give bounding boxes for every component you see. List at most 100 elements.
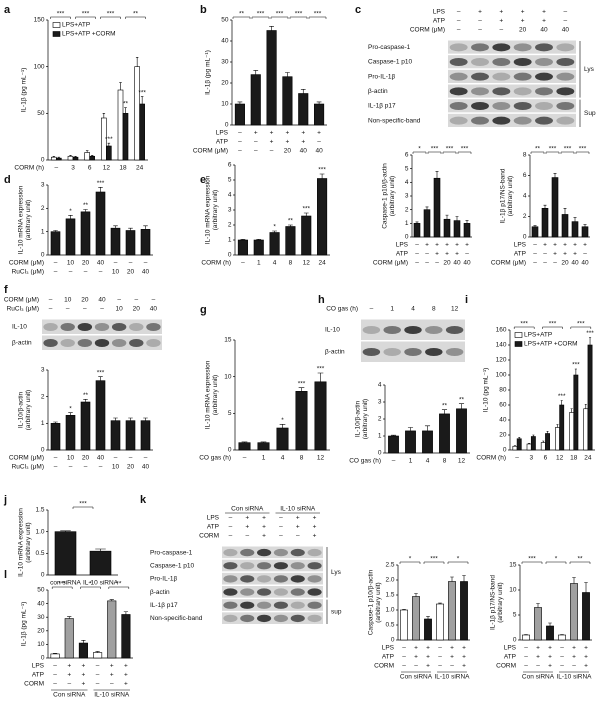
- row-cell: –: [279, 515, 283, 522]
- group-label: Con siRNA: [231, 506, 264, 513]
- error-bar: [102, 113, 106, 118]
- row-cell: –: [229, 533, 233, 540]
- error-bar: [109, 599, 114, 601]
- blot-band: [383, 348, 401, 356]
- panel-letter: j: [3, 494, 7, 506]
- bracket: [427, 151, 442, 154]
- blot-band: [146, 323, 161, 331]
- x-tick-label: 18: [570, 455, 578, 462]
- error-bar: [528, 442, 531, 444]
- row-label: RuCl₃ (μM): [7, 306, 39, 313]
- y-tick-label: 4: [378, 382, 382, 389]
- x-tick-label: con siRNA: [50, 580, 81, 587]
- error-bar: [426, 616, 430, 619]
- blot-band: [129, 323, 144, 331]
- y-tick-label: 1.5: [385, 592, 394, 599]
- error-bar: [85, 150, 89, 153]
- error-bar: [402, 609, 406, 610]
- panel-letter: c: [355, 4, 361, 16]
- row-cell: –: [457, 9, 461, 16]
- row-cell: +: [563, 251, 567, 258]
- row-cell: +: [584, 654, 588, 661]
- blot-band: [445, 326, 464, 334]
- y-tick-label: 1: [41, 420, 45, 427]
- row-label: ATP: [433, 18, 445, 25]
- error-bar: [574, 368, 577, 375]
- x-tick-label: 24: [318, 260, 326, 267]
- row-cell: 40: [315, 148, 323, 155]
- bar: [436, 603, 444, 641]
- blot-strip: [222, 612, 323, 624]
- blot-band: [513, 58, 532, 66]
- row-cell: –: [100, 306, 104, 313]
- row-cell: +: [313, 515, 317, 522]
- bar: [561, 214, 569, 238]
- row-label: CORM: [24, 681, 44, 688]
- x-tick-label: 4: [281, 455, 285, 462]
- y-tick-label: 0: [405, 234, 409, 241]
- row-cell: 10: [112, 464, 120, 471]
- bracket-label: **: [133, 11, 139, 18]
- blot-band: [556, 58, 575, 66]
- y-tick-label: 4: [405, 179, 409, 186]
- panel-letter: a: [4, 4, 11, 16]
- y-tick-label: 6: [523, 172, 527, 179]
- blot-band: [257, 562, 272, 570]
- row-cell: +: [462, 645, 466, 652]
- row-cell: –: [296, 533, 300, 540]
- significance: ***: [298, 380, 306, 387]
- bar: [80, 401, 91, 451]
- error-bar: [113, 225, 118, 229]
- blot-band: [257, 575, 272, 583]
- bracket: [545, 151, 560, 154]
- blot-band: [449, 102, 468, 110]
- panel-letter: d: [4, 174, 11, 186]
- significance: ***: [105, 136, 113, 143]
- error-bar: [532, 434, 535, 437]
- row-cell: –: [438, 663, 442, 670]
- bar: [460, 581, 468, 641]
- legend-label: LPS+ATP +CORM: [524, 341, 578, 348]
- band-label: β-actin: [150, 589, 170, 596]
- row-label: CORM (μM): [491, 260, 526, 267]
- row-cell: 40: [562, 27, 570, 34]
- bar: [269, 232, 280, 256]
- blot-band: [383, 326, 401, 334]
- bar: [65, 415, 76, 451]
- bar: [89, 550, 112, 576]
- row-cell: –: [67, 681, 71, 688]
- bar: [110, 227, 121, 256]
- significance: **: [83, 392, 89, 399]
- row-cell: –: [229, 515, 233, 522]
- error-bar: [143, 225, 148, 230]
- row-cell: –: [524, 645, 528, 652]
- significance: **: [459, 396, 465, 403]
- bracket: [545, 561, 567, 564]
- bracket-label: ***: [579, 146, 587, 153]
- x-tick-label: 12: [103, 165, 111, 172]
- blot-band: [146, 339, 161, 347]
- significance: **: [83, 202, 89, 209]
- band-label: IL-10: [12, 324, 27, 331]
- row-cell: –: [254, 148, 258, 155]
- row-cell: –: [99, 269, 103, 276]
- blot-band: [513, 43, 532, 52]
- y-tick-label: 2: [41, 205, 45, 212]
- bracket-label: ***: [430, 556, 438, 563]
- significance: ***: [97, 369, 105, 376]
- blot-band: [43, 339, 58, 347]
- row-cell: +: [455, 242, 459, 249]
- row-label: LPS: [433, 9, 446, 16]
- blot-band: [556, 87, 575, 96]
- bar: [237, 239, 248, 256]
- error-bar: [524, 634, 528, 635]
- blot-band: [290, 575, 305, 583]
- row-cell: +: [124, 672, 128, 679]
- bar: [555, 427, 560, 451]
- blot-band: [535, 72, 553, 81]
- y-tick-label: 2: [378, 416, 382, 423]
- x-tick-label: –: [515, 455, 519, 462]
- blot-band: [223, 601, 238, 609]
- panel-letter: b: [200, 4, 207, 16]
- row-cell: +: [450, 654, 454, 661]
